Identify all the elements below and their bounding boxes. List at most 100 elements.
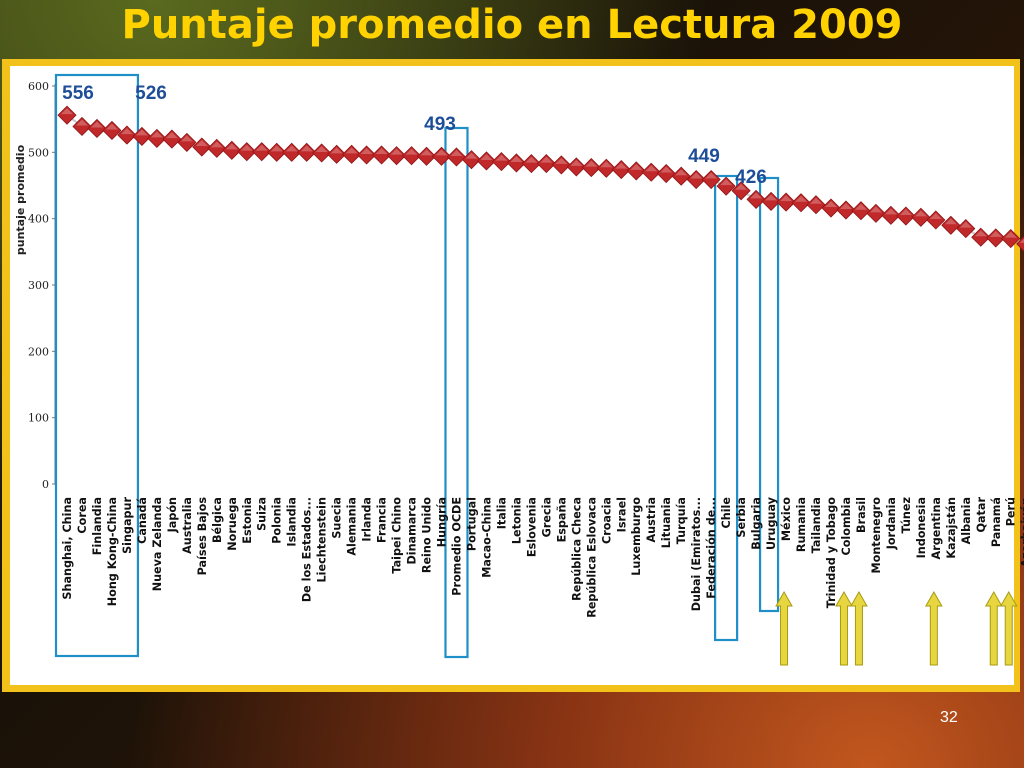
data-point xyxy=(282,142,302,162)
data-point-shine xyxy=(120,128,133,135)
x-tick-label: Taipei Chino xyxy=(391,497,404,574)
data-point xyxy=(491,152,511,172)
x-tick-label: Estonia xyxy=(241,497,254,544)
data-point-shine xyxy=(839,203,852,210)
data-point xyxy=(941,215,961,235)
data-point xyxy=(536,154,556,174)
x-tick-label: Letonia xyxy=(510,497,523,544)
data-point-shine xyxy=(645,165,658,172)
data-point xyxy=(671,166,691,186)
callout-label: 449 xyxy=(688,146,720,167)
x-tick-label: Rumania xyxy=(795,497,808,552)
x-tick-label: Bulgaria xyxy=(750,497,763,550)
data-point-shine xyxy=(180,135,193,142)
highlight-box-top5 xyxy=(54,73,140,658)
arrow-icon xyxy=(999,590,1018,666)
data-point-shine xyxy=(240,144,253,151)
data-point-shine xyxy=(510,155,523,162)
data-point xyxy=(342,144,362,164)
data-point xyxy=(312,143,332,163)
highlight-box-ocde xyxy=(444,126,469,659)
data-point xyxy=(881,205,901,225)
data-point-shine xyxy=(929,212,942,219)
data-point xyxy=(87,118,107,139)
data-point-shine xyxy=(735,183,748,190)
data-point xyxy=(611,160,631,180)
data-point-shine xyxy=(61,108,73,115)
arrow-icon xyxy=(850,590,868,666)
highlight-box-uruguay xyxy=(758,176,780,613)
data-point xyxy=(926,210,946,230)
y-tick-label: 400 xyxy=(28,213,49,226)
data-point xyxy=(581,158,601,178)
data-point xyxy=(297,142,317,162)
data-point-shine xyxy=(795,195,808,202)
data-point xyxy=(851,201,871,221)
data-point-shine xyxy=(375,147,388,154)
x-tick-label: Dubai (Emiratos... xyxy=(690,497,703,611)
callout-labels: 556 526 493 449 426 xyxy=(62,83,767,188)
x-tick-label: Reino Unido xyxy=(421,497,434,573)
x-tick-label: Brasil xyxy=(855,497,868,533)
x-tick-label: Portugal xyxy=(465,497,478,551)
data-point xyxy=(641,162,661,182)
data-point xyxy=(821,198,841,218)
arrows xyxy=(775,590,1018,666)
x-tick-label: Israel xyxy=(615,497,628,532)
data-point xyxy=(911,207,931,227)
data-point xyxy=(806,195,826,215)
x-tick-label: Qatar xyxy=(975,497,988,533)
data-point-shine xyxy=(585,160,598,167)
data-point xyxy=(177,132,197,152)
data-point-shine xyxy=(300,145,313,152)
data-point xyxy=(222,140,242,160)
y-tick-label: 200 xyxy=(28,345,49,358)
data-point-shine xyxy=(150,131,163,138)
data-point-shine xyxy=(525,156,538,163)
data-point-shine xyxy=(495,154,508,161)
x-tick-label: Azerbaiyán xyxy=(1020,497,1024,568)
y-axis: 0 100 200 300 400 500 600 xyxy=(28,80,56,491)
data-point-shine xyxy=(854,203,867,210)
x-tick-label: Jordania xyxy=(885,497,898,550)
x-tick-label: México xyxy=(780,497,793,541)
x-tick-label: Montenegro xyxy=(870,497,883,574)
data-point-shine xyxy=(75,119,88,126)
series-line xyxy=(57,105,1024,252)
x-tick-label: Grecia xyxy=(540,497,553,537)
data-point-shine xyxy=(420,149,433,156)
data-point-shine xyxy=(270,145,283,152)
x-tick-label: Lituania xyxy=(660,497,673,548)
data-point-shine xyxy=(765,194,778,201)
x-tick-label: Bélgica xyxy=(211,497,224,543)
arrow-icon xyxy=(984,590,1003,666)
x-tick-label: Tailandia xyxy=(810,497,823,553)
data-point-shine xyxy=(675,169,688,176)
x-tick-label: República Checa xyxy=(570,497,583,601)
x-tick-label: Suiza xyxy=(256,497,269,531)
data-point-shine xyxy=(914,210,927,217)
x-tick-labels: Shanghai, China Corea Finlandia Hong Kong-C… xyxy=(61,496,1024,617)
x-tick-label: Hong Kong-China xyxy=(106,497,119,606)
data-point xyxy=(1001,229,1021,249)
data-point-shine xyxy=(390,148,403,155)
data-point-shine xyxy=(405,148,418,155)
data-point xyxy=(971,227,991,247)
x-tick-label: Albania xyxy=(960,497,973,544)
data-point xyxy=(956,219,976,239)
data-point xyxy=(596,158,616,178)
data-point-shine xyxy=(720,179,733,186)
x-tick-label: Austria xyxy=(645,497,658,543)
x-tick-label: Japón xyxy=(166,497,179,533)
data-point xyxy=(686,169,706,190)
data-point xyxy=(506,153,526,173)
data-point-shine xyxy=(165,132,178,139)
x-tick-label: Dinamarca xyxy=(406,497,419,565)
arrow-icon xyxy=(775,590,793,666)
data-point xyxy=(416,146,437,166)
x-tick-label: Serbia xyxy=(735,497,748,538)
x-tick-label: Trinidad y Tobago xyxy=(825,497,838,609)
data-point-shine xyxy=(660,166,673,173)
data-point-shine xyxy=(824,201,837,208)
